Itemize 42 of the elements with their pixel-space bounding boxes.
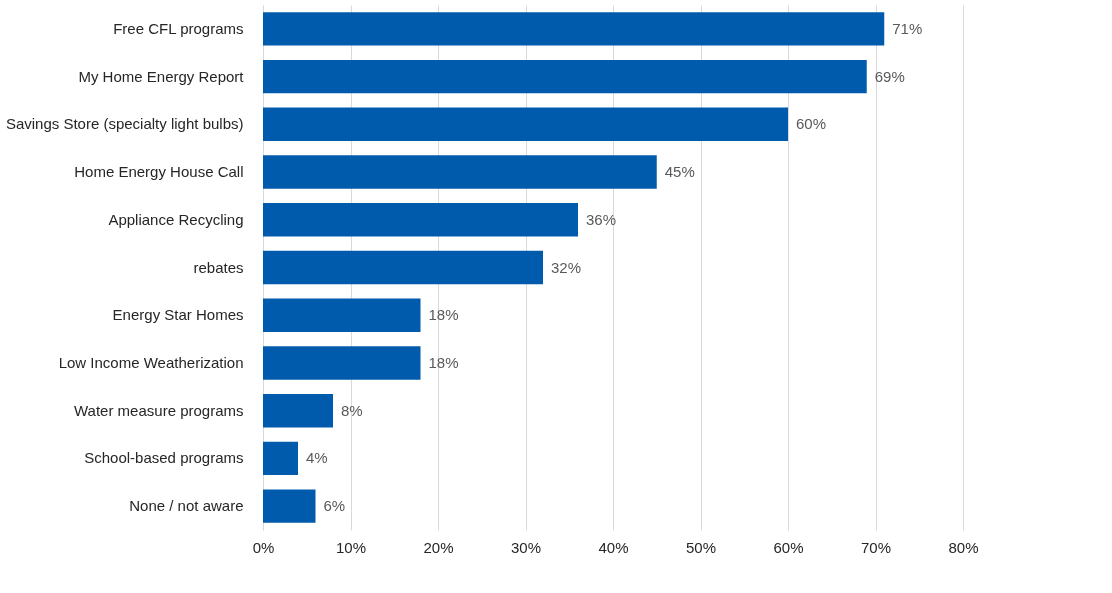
y-tick-label: Free CFL programs (113, 19, 244, 37)
bar (263, 107, 788, 142)
x-tick-label: 30% (510, 538, 542, 556)
data-label: 4% (306, 449, 328, 467)
bar (263, 441, 298, 476)
bar (263, 59, 867, 94)
data-label: 45% (664, 163, 695, 181)
y-tick-label: Water measure programs (74, 401, 244, 419)
y-tick-label: My Home Energy Report (78, 67, 245, 85)
data-label: 71% (892, 19, 923, 37)
y-tick-label: Energy Star Homes (112, 306, 244, 324)
x-tick-label: 0% (252, 538, 275, 556)
x-tick-label: 50% (685, 538, 717, 556)
bar (263, 346, 421, 380)
bar (263, 155, 657, 189)
data-label: 69% (874, 67, 905, 85)
y-tick-label: Appliance Recycling (108, 210, 244, 228)
bar (263, 393, 333, 428)
y-tick-label: Savings Store (specialty light bulbs) (5, 115, 244, 133)
bar (263, 203, 578, 237)
bar (263, 12, 885, 46)
data-label: 18% (428, 353, 459, 371)
bar (263, 250, 543, 285)
y-tick-label: Home Energy House Call (74, 163, 244, 181)
y-tick-label: rebates (193, 258, 244, 276)
data-label: 32% (551, 258, 582, 276)
data-label: 36% (586, 210, 617, 228)
x-tick-label: 40% (598, 538, 629, 556)
y-tick-label: School-based programs (84, 449, 244, 467)
x-tick-label: 60% (773, 538, 804, 556)
x-tick-label: 20% (423, 538, 454, 556)
x-tick-label: 80% (948, 538, 979, 556)
bar (263, 298, 421, 332)
y-tick-label: Low Income Weatherization (58, 353, 244, 371)
bar (263, 489, 316, 523)
x-tick-label: 10% (335, 538, 367, 556)
data-label: 6% (323, 497, 346, 515)
x-tick-label: 70% (860, 538, 892, 556)
data-label: 8% (341, 401, 363, 419)
data-label: 18% (428, 306, 459, 324)
data-label: 60% (796, 115, 827, 133)
y-tick-label: None / not aware (129, 497, 244, 515)
